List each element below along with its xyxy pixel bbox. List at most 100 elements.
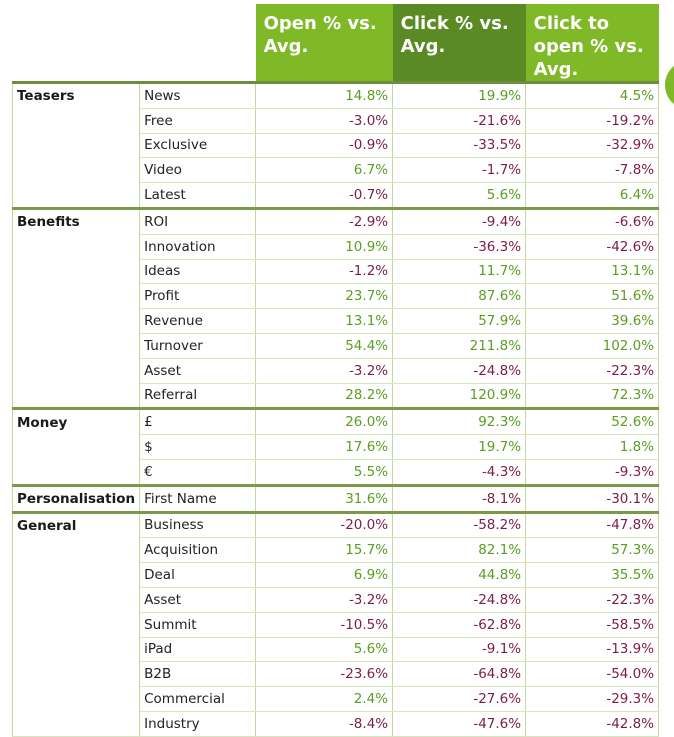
click-to-open-value: -47.8% xyxy=(525,510,660,539)
open-value: -1.2% xyxy=(255,259,394,285)
click-value: 57.9% xyxy=(392,308,527,334)
click-to-open-value: 35.5% xyxy=(525,562,660,588)
category-cell xyxy=(11,333,141,359)
open-value: 5.5% xyxy=(255,459,394,486)
click-value: -33.5% xyxy=(392,133,527,159)
table-row: Asset -3.2% -24.8% -22.3% xyxy=(11,587,660,613)
keyword-performance-table: Open % vs. Avg. Click % vs. Avg. Click t… xyxy=(11,4,660,737)
click-value: -9.4% xyxy=(392,206,527,235)
category-cell xyxy=(11,358,141,384)
click-value: -21.6% xyxy=(392,108,527,134)
table-row: Personalisation First Name 31.6% -8.1% -30.1… xyxy=(11,483,660,513)
keyword-cell: € xyxy=(139,459,257,486)
keyword-cell: Profit xyxy=(139,283,257,310)
category-cell xyxy=(11,283,141,309)
open-value: 15.7% xyxy=(255,537,394,564)
click-value: -64.8% xyxy=(392,661,527,688)
click-value: 44.8% xyxy=(392,562,527,588)
open-value: 26.0% xyxy=(255,407,394,436)
keyword-cell: Exclusive xyxy=(139,133,257,159)
category-cell xyxy=(11,383,141,410)
click-to-open-value: -42.6% xyxy=(525,234,660,260)
click-to-open-value: -42.8% xyxy=(525,711,660,737)
table-row: iPad 5.6% -9.1% -13.9% xyxy=(11,637,660,663)
header-spacer xyxy=(140,4,256,83)
table-row: Industry -8.4% -47.6% -42.8% xyxy=(11,711,660,737)
keyword-cell: Revenue xyxy=(139,308,257,334)
table-row: Video 6.7% -1.7% -7.8% xyxy=(11,157,660,184)
click-to-open-value: 102.0% xyxy=(525,333,660,359)
open-value: -10.5% xyxy=(255,612,394,638)
click-value: -8.1% xyxy=(392,483,527,513)
keyword-cell: Latest xyxy=(139,182,257,209)
category-cell xyxy=(11,182,141,209)
category-label: Benefits xyxy=(11,206,141,235)
category-cell xyxy=(11,637,141,662)
click-to-open-value: 51.6% xyxy=(525,283,660,310)
click-value: -58.2% xyxy=(392,510,527,539)
keyword-cell: First Name xyxy=(139,483,257,513)
table-row: Referral 28.2% 120.9% 72.3% xyxy=(11,383,660,410)
open-value: 14.8% xyxy=(255,81,394,109)
table-row: Innovation 10.9% -36.3% -42.6% xyxy=(11,234,660,260)
keyword-cell: Innovation xyxy=(139,234,257,260)
category-cell xyxy=(11,434,141,460)
open-value: 31.6% xyxy=(255,483,394,513)
keyword-cell: Free xyxy=(139,108,257,134)
table-row: B2B -23.6% -64.8% -54.0% xyxy=(11,661,660,688)
category-cell xyxy=(11,661,141,687)
open-value: -2.9% xyxy=(255,206,394,235)
click-value: -62.8% xyxy=(392,612,527,638)
table-row: General Business -20.0% -58.2% -47.8% xyxy=(11,510,660,539)
click-to-open-value: -54.0% xyxy=(525,661,660,688)
click-to-open-value: -29.3% xyxy=(525,686,660,712)
decorative-tab xyxy=(665,60,674,110)
category-cell xyxy=(11,157,141,183)
table-row: Benefits ROI -2.9% -9.4% -6.6% xyxy=(11,206,660,235)
open-value: -3.2% xyxy=(255,358,394,384)
header-spacer xyxy=(13,4,140,83)
category-cell xyxy=(11,612,141,638)
keyword-cell: Video xyxy=(139,157,257,184)
open-value: 28.2% xyxy=(255,383,394,410)
click-value: -47.6% xyxy=(392,711,527,737)
open-value: 6.7% xyxy=(255,157,394,184)
category-cell xyxy=(11,711,141,737)
open-value: 13.1% xyxy=(255,308,394,334)
click-value: -24.8% xyxy=(392,358,527,384)
table-row: Profit 23.7% 87.6% 51.6% xyxy=(11,283,660,310)
keyword-cell: £ xyxy=(139,407,257,436)
table-row: Revenue 13.1% 57.9% 39.6% xyxy=(11,308,660,334)
click-value: -4.3% xyxy=(392,459,527,486)
category-label: General xyxy=(11,510,141,538)
header-open: Open % vs. Avg. xyxy=(255,4,393,83)
keyword-cell: ROI xyxy=(139,206,257,235)
open-value: -0.7% xyxy=(255,182,394,209)
keyword-cell: Turnover xyxy=(139,333,257,359)
click-value: 211.8% xyxy=(392,333,527,359)
click-to-open-value: -13.9% xyxy=(525,637,660,663)
click-to-open-value: -30.1% xyxy=(525,483,660,513)
keyword-cell: Business xyxy=(139,510,257,539)
category-cell xyxy=(11,587,141,613)
click-value: -36.3% xyxy=(392,234,527,260)
keyword-cell: Industry xyxy=(139,711,257,737)
click-to-open-value: -9.3% xyxy=(525,459,660,486)
open-value: 54.4% xyxy=(255,333,394,359)
click-to-open-value: -6.6% xyxy=(525,206,660,235)
category-label: Teasers xyxy=(11,81,141,109)
category-cell xyxy=(11,308,141,334)
click-to-open-value: -7.8% xyxy=(525,157,660,184)
table-row: Deal 6.9% 44.8% 35.5% xyxy=(11,562,660,588)
open-value: 17.6% xyxy=(255,434,394,460)
open-value: -20.0% xyxy=(255,510,394,539)
header-click-to-open: Click to open % vs. Avg. xyxy=(525,4,659,83)
category-cell xyxy=(11,133,141,158)
keyword-cell: iPad xyxy=(139,637,257,663)
table-row: Asset -3.2% -24.8% -22.3% xyxy=(11,358,660,384)
table-row: Acquisition 15.7% 82.1% 57.3% xyxy=(11,537,660,564)
table-row: Money £26.0% 92.3% 52.6% xyxy=(11,407,660,436)
category-cell xyxy=(11,108,141,134)
click-value: 87.6% xyxy=(392,283,527,310)
click-to-open-value: -22.3% xyxy=(525,358,660,384)
